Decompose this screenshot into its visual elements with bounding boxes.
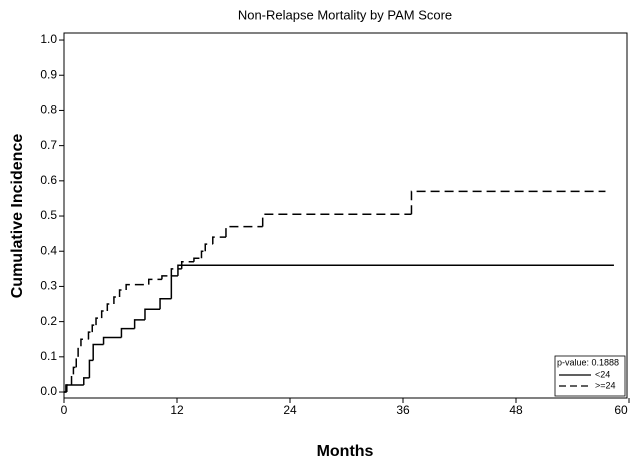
x-tick-label: 24 [283,403,297,417]
step-line [177,264,614,276]
step-line [100,310,108,319]
x-tick-label: 36 [396,403,410,417]
step-line [75,356,79,368]
step-line [120,327,135,338]
step-line [200,250,206,259]
legend-label: >=24 [595,380,616,390]
y-tick-label: 0.1 [40,349,57,363]
step-line [88,359,94,378]
step-line [170,268,182,276]
step-line [118,289,127,297]
y-tick-label: 0.5 [40,208,57,222]
step-line [87,331,93,340]
y-tick-label: 0.0 [40,384,57,398]
step-line [66,384,84,393]
y-axis-label: Cumulative Incidence [9,134,26,299]
x-tick-label: 48 [509,403,523,417]
step-line [95,317,102,326]
legend-label: <24 [595,369,610,379]
legend-box [554,355,626,397]
y-tick-label: 1.0 [40,32,57,46]
step-line [161,275,172,280]
step-line [225,225,263,238]
step-line [106,303,114,312]
y-tick-label: 0.6 [40,173,57,187]
step-line [180,261,194,269]
step-line [113,296,120,305]
plot-frame [63,32,628,399]
step-line [261,213,412,227]
step-line [410,190,606,215]
step-line [133,319,145,329]
x-tick-label: 12 [170,403,184,417]
x-tick-label: 60 [614,403,628,417]
step-line [170,275,178,299]
x-axis-label: Months [317,443,374,458]
step-line [204,243,213,252]
step-line [159,297,172,310]
step-line [70,373,74,385]
step-line [193,257,202,262]
chart-title: Non-Relapse Mortality by PAM Score [238,7,452,22]
step-line [72,366,77,375]
x-tick-label: 0 [61,403,68,417]
y-tick-label: 0.7 [40,138,57,152]
step-line [83,377,90,385]
step-line [212,236,226,245]
y-tick-label: 0.2 [40,314,57,328]
step-line [80,338,89,347]
step-line [144,308,161,320]
legend-title: p-value: 0.1888 [557,357,619,367]
step-line [91,324,97,333]
step-line [102,336,122,345]
y-tick-label: 0.9 [40,67,57,81]
y-tick-label: 0.4 [40,243,57,257]
step-line [65,384,72,393]
step-line [148,278,162,285]
step-line [77,345,81,357]
y-tick-label: 0.8 [40,103,57,117]
step-line [92,343,104,361]
y-tick-label: 0.3 [40,279,57,293]
step-line [125,283,149,290]
